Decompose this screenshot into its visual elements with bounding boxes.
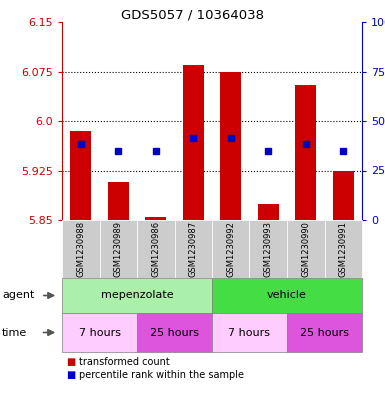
Bar [108,182,129,220]
Text: GSM1230992: GSM1230992 [226,221,235,277]
Text: GSM1230986: GSM1230986 [151,221,160,277]
Text: mepenzolate: mepenzolate [101,290,173,301]
Text: 25 hours: 25 hours [300,327,349,338]
Text: transformed count: transformed count [79,357,170,367]
Text: GSM1230988: GSM1230988 [76,221,85,277]
Text: 25 hours: 25 hours [150,327,199,338]
Bar [295,85,316,220]
Text: GSM1230987: GSM1230987 [189,221,198,277]
Bar [183,65,204,220]
Text: vehicle: vehicle [267,290,307,301]
Text: GSM1230991: GSM1230991 [339,221,348,277]
Bar [258,204,279,220]
Text: 7 hours: 7 hours [229,327,271,338]
Bar [221,72,241,220]
Text: 7 hours: 7 hours [79,327,121,338]
Text: ■: ■ [66,370,75,380]
Text: GSM1230990: GSM1230990 [301,221,310,277]
Bar [146,217,166,220]
Text: agent: agent [2,290,34,301]
Bar [70,131,91,220]
Text: GSM1230989: GSM1230989 [114,221,123,277]
Text: percentile rank within the sample: percentile rank within the sample [79,370,244,380]
Text: GSM1230993: GSM1230993 [264,221,273,277]
Text: time: time [2,327,27,338]
Bar [333,171,353,220]
Text: GDS5057 / 10364038: GDS5057 / 10364038 [121,8,264,21]
Text: ■: ■ [66,357,75,367]
